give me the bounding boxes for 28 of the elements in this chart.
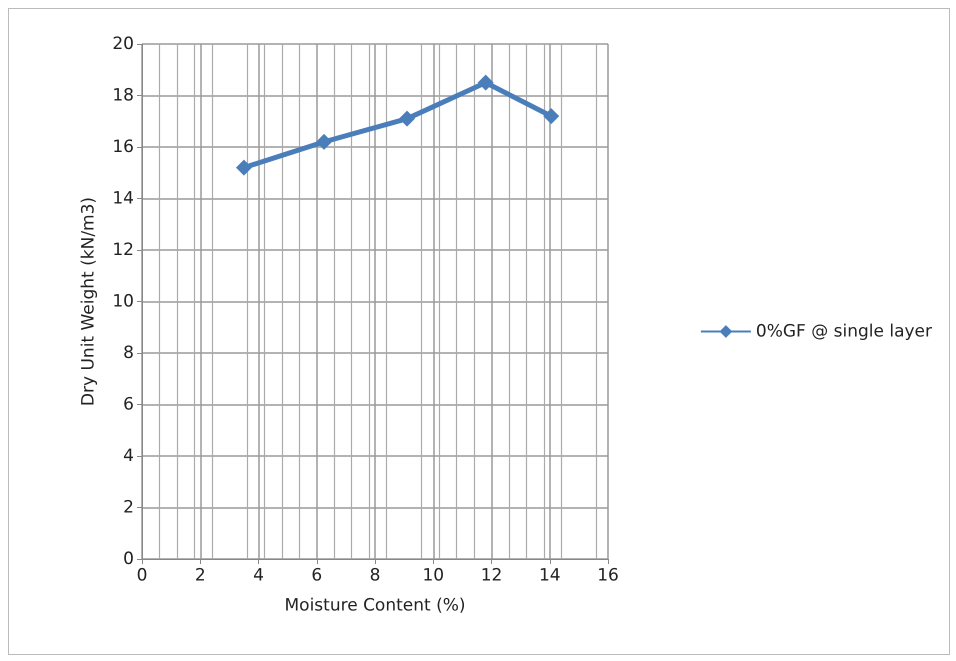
y-tick-label: 20	[112, 34, 134, 54]
y-tick-label: 16	[112, 137, 134, 157]
x-tick-label: 0	[136, 566, 148, 586]
x-tick-label: 2	[194, 566, 206, 586]
x-tick-label: 8	[370, 566, 380, 586]
x-tick-label: 10	[422, 566, 444, 586]
x-tick-label: 6	[311, 566, 322, 586]
y-tick-label: 14	[112, 188, 134, 208]
x-tick-label: 14	[538, 566, 561, 586]
y-tick-label: 12	[112, 240, 134, 260]
point	[543, 108, 560, 124]
point	[399, 110, 416, 127]
point	[316, 134, 332, 150]
x-tick-label: 16	[597, 566, 619, 586]
y-tick-label: 18	[112, 86, 134, 106]
y-tick-label: 4	[123, 446, 134, 466]
x-tick-label: 12	[480, 566, 502, 586]
y-tick-label: 6	[123, 394, 134, 414]
y-tick-label: 10	[112, 292, 134, 312]
y-tick-label: 2	[123, 498, 134, 518]
x-tick-label: 4	[253, 566, 264, 586]
point	[478, 74, 494, 91]
point	[236, 160, 252, 176]
y-tick-label: 0	[123, 549, 134, 569]
x-axis-title: Moisture Content (%)	[284, 596, 466, 616]
legend-label: 0%GF @ single layer	[756, 322, 932, 342]
y-tick-label: 8	[123, 343, 134, 363]
y-axis-title: Dry Unit Weight (kN/m3)	[78, 196, 98, 406]
